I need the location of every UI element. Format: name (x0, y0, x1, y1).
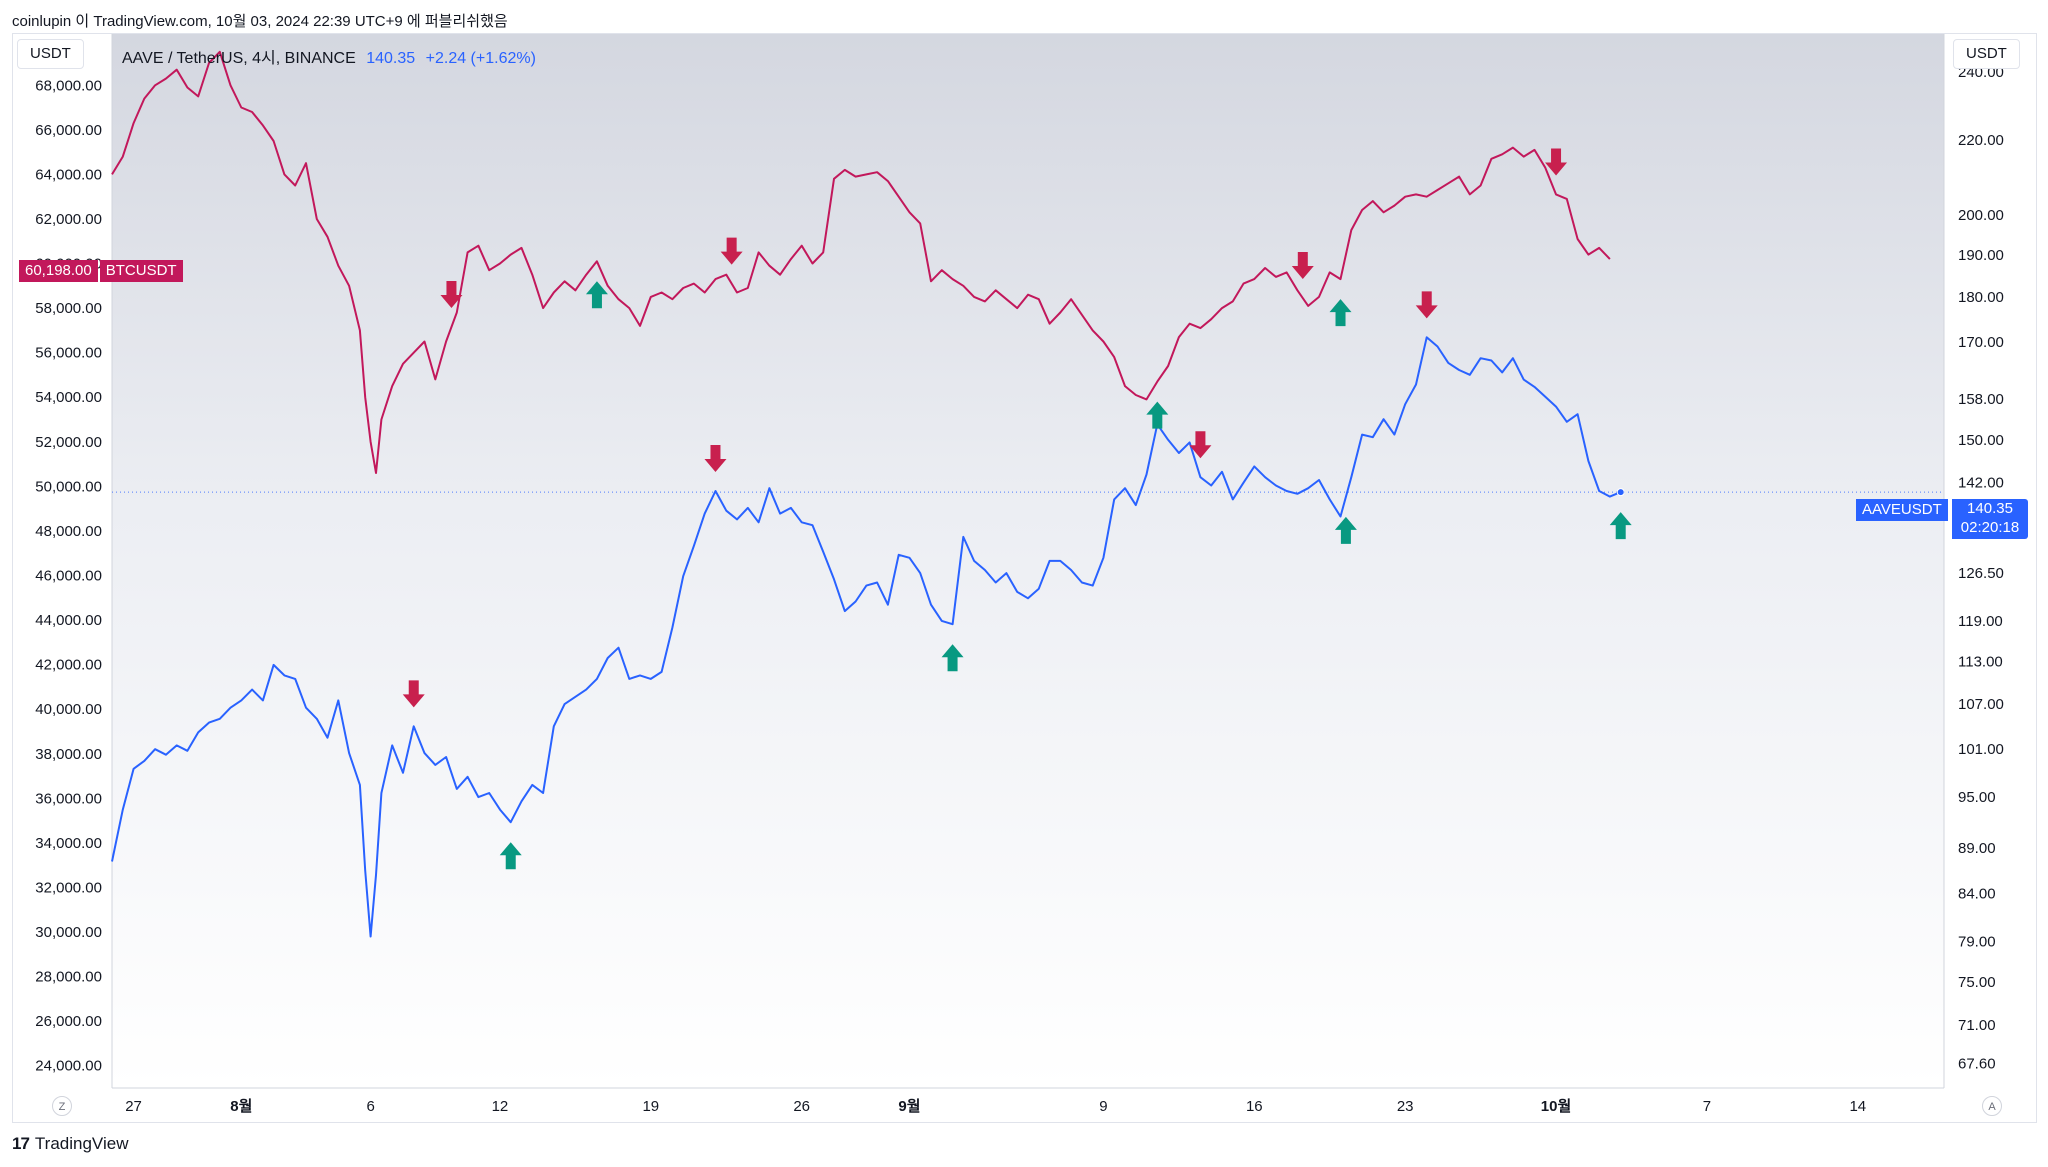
buy-arrow-icon (1329, 299, 1352, 327)
right-axis-tick-label: 107.00 (1958, 696, 2004, 713)
left-axis-tick-label: 38,000.00 (35, 746, 102, 763)
left-axis-tick-label: 36,000.00 (35, 790, 102, 807)
left-axis-tick-label: 62,000.00 (35, 211, 102, 228)
left-axis-tick-label: 58,000.00 (35, 300, 102, 317)
right-axis-tick-label: 170.00 (1958, 334, 2004, 351)
sell-arrow-icon (440, 281, 463, 309)
time-axis-tick-label: 8월 (230, 1098, 252, 1115)
right-axis-tick-label: 67.60 (1958, 1055, 1996, 1072)
sell-arrow-icon (1545, 148, 1568, 176)
time-axis-tick-label: 7 (1703, 1098, 1711, 1115)
btc-price-label: 60,198.00 BTCUSDT (19, 260, 183, 282)
sell-arrow-icon (1189, 431, 1212, 459)
btc-price-line (111, 50, 1611, 474)
right-axis-tick-label: 89.00 (1958, 840, 1996, 857)
left-axis-tick-label: 56,000.00 (35, 345, 102, 362)
right-axis-tick-label: 119.00 (1958, 613, 2003, 630)
time-axis-tick-label: 9 (1099, 1098, 1107, 1115)
time-axis-tick-label: 27 (125, 1098, 142, 1115)
right-axis-tick-label: 200.00 (1958, 207, 2004, 224)
buy-arrow-icon (1609, 512, 1632, 540)
right-axis-unit-button[interactable]: USDT (1953, 39, 2020, 69)
time-axis-tick-label: 26 (793, 1098, 810, 1115)
buy-arrow-icon (585, 281, 608, 309)
right-axis-tick-label: 150.00 (1958, 432, 2004, 449)
buy-arrow-icon (941, 644, 964, 672)
btc-symbol-tag: BTCUSDT (99, 260, 183, 282)
symbol-legend[interactable]: AAVE / TetherUS, 4시, BINANCE 140.35 +2.2… (122, 44, 536, 68)
right-axis-tick-label: 113.00 (1958, 653, 2003, 670)
sell-arrow-icon (402, 680, 425, 708)
aave-price-line (111, 336, 1622, 938)
right-axis-tick-label: 79.00 (1958, 933, 1996, 950)
right-axis-tick-label: 101.00 (1958, 741, 2004, 758)
right-axis-tick-label: 84.00 (1958, 885, 1996, 902)
chart-frame (12, 33, 2037, 1123)
last-price: 140.35 (366, 50, 416, 67)
footer-brand[interactable]: 17 TradingView (12, 1134, 128, 1154)
left-axis-tick-label: 42,000.00 (35, 657, 102, 674)
time-axis-tick-label: 12 (492, 1098, 509, 1115)
right-axis-tick-label: 95.00 (1958, 789, 1996, 806)
buy-arrow-icon (499, 842, 522, 870)
time-axis-tick-label: 10월 (1541, 1098, 1572, 1115)
btc-price-value: 60,198.00 (19, 260, 98, 282)
left-axis-tick-label: 26,000.00 (35, 1013, 102, 1030)
left-axis-tick-label: 52,000.00 (35, 434, 102, 451)
right-axis-tick-label: 75.00 (1958, 974, 1996, 991)
right-axis-tick-label: 142.00 (1958, 475, 2004, 492)
aave-symbol-tag: AAVEUSDT (1856, 499, 1948, 521)
left-axis-tick-label: 24,000.00 (35, 1058, 102, 1075)
auto-scale-button[interactable]: A (1982, 1096, 2002, 1116)
time-axis-tick-label: 9월 (898, 1098, 920, 1115)
buy-arrow-icon (1146, 401, 1169, 429)
right-axis-tick-label: 220.00 (1958, 132, 2004, 149)
sell-arrow-icon (704, 445, 727, 473)
left-axis-tick-label: 68,000.00 (35, 77, 102, 94)
right-axis-tick-label: 158.00 (1958, 391, 2004, 408)
time-axis-tick-label: 16 (1246, 1098, 1263, 1115)
left-axis-tick-label: 66,000.00 (35, 122, 102, 139)
time-axis-tick-label: 6 (366, 1098, 374, 1115)
buy-arrow-icon (1334, 516, 1357, 544)
left-axis-tick-label: 64,000.00 (35, 166, 102, 183)
left-axis-tick-label: 50,000.00 (35, 478, 102, 495)
sell-arrow-icon (720, 237, 743, 265)
left-axis-tick-label: 48,000.00 (35, 523, 102, 540)
left-axis-tick-label: 40,000.00 (35, 701, 102, 718)
price-change: +2.24 (+1.62%) (425, 50, 536, 67)
right-axis-tick-label: 190.00 (1958, 247, 2004, 264)
left-axis-tick-label: 32,000.00 (35, 879, 102, 896)
left-axis-tick-label: 34,000.00 (35, 835, 102, 852)
right-axis-tick-label: 126.50 (1958, 565, 2004, 582)
plot-area[interactable] (112, 34, 1944, 1088)
brand-name: TradingView (34, 1134, 129, 1153)
left-axis-tick-label: 44,000.00 (35, 612, 102, 629)
sell-arrow-icon (1415, 291, 1438, 319)
live-price-dot (1616, 488, 1625, 497)
left-axis-tick-label: 54,000.00 (35, 389, 102, 406)
aave-price-label: 140.35 02:20:18 (1952, 499, 2028, 539)
time-axis-tick-label: 14 (1849, 1098, 1866, 1115)
tradingview-logo-icon: 17 (12, 1134, 30, 1153)
sell-arrow-icon (1291, 252, 1314, 280)
zoom-button[interactable]: Z (52, 1096, 72, 1116)
right-axis-tick-label: 180.00 (1958, 289, 2004, 306)
aave-price-value: 140.35 (1967, 500, 2013, 517)
bar-countdown: 02:20:18 (1960, 519, 2020, 536)
left-axis-tick-label: 46,000.00 (35, 567, 102, 584)
left-axis-unit-button[interactable]: USDT (17, 39, 84, 69)
symbol-title[interactable]: AAVE / TetherUS, 4시, BINANCE (122, 50, 356, 67)
left-axis-tick-label: 30,000.00 (35, 924, 102, 941)
right-axis-tick-label: 71.00 (1958, 1017, 1996, 1034)
left-axis-tick-label: 28,000.00 (35, 969, 102, 986)
time-axis-tick-label: 23 (1397, 1098, 1414, 1115)
time-axis-tick-label: 19 (642, 1098, 659, 1115)
chart-attribution: coinlupin 이 TradingView.com, 10월 03, 202… (12, 13, 508, 30)
